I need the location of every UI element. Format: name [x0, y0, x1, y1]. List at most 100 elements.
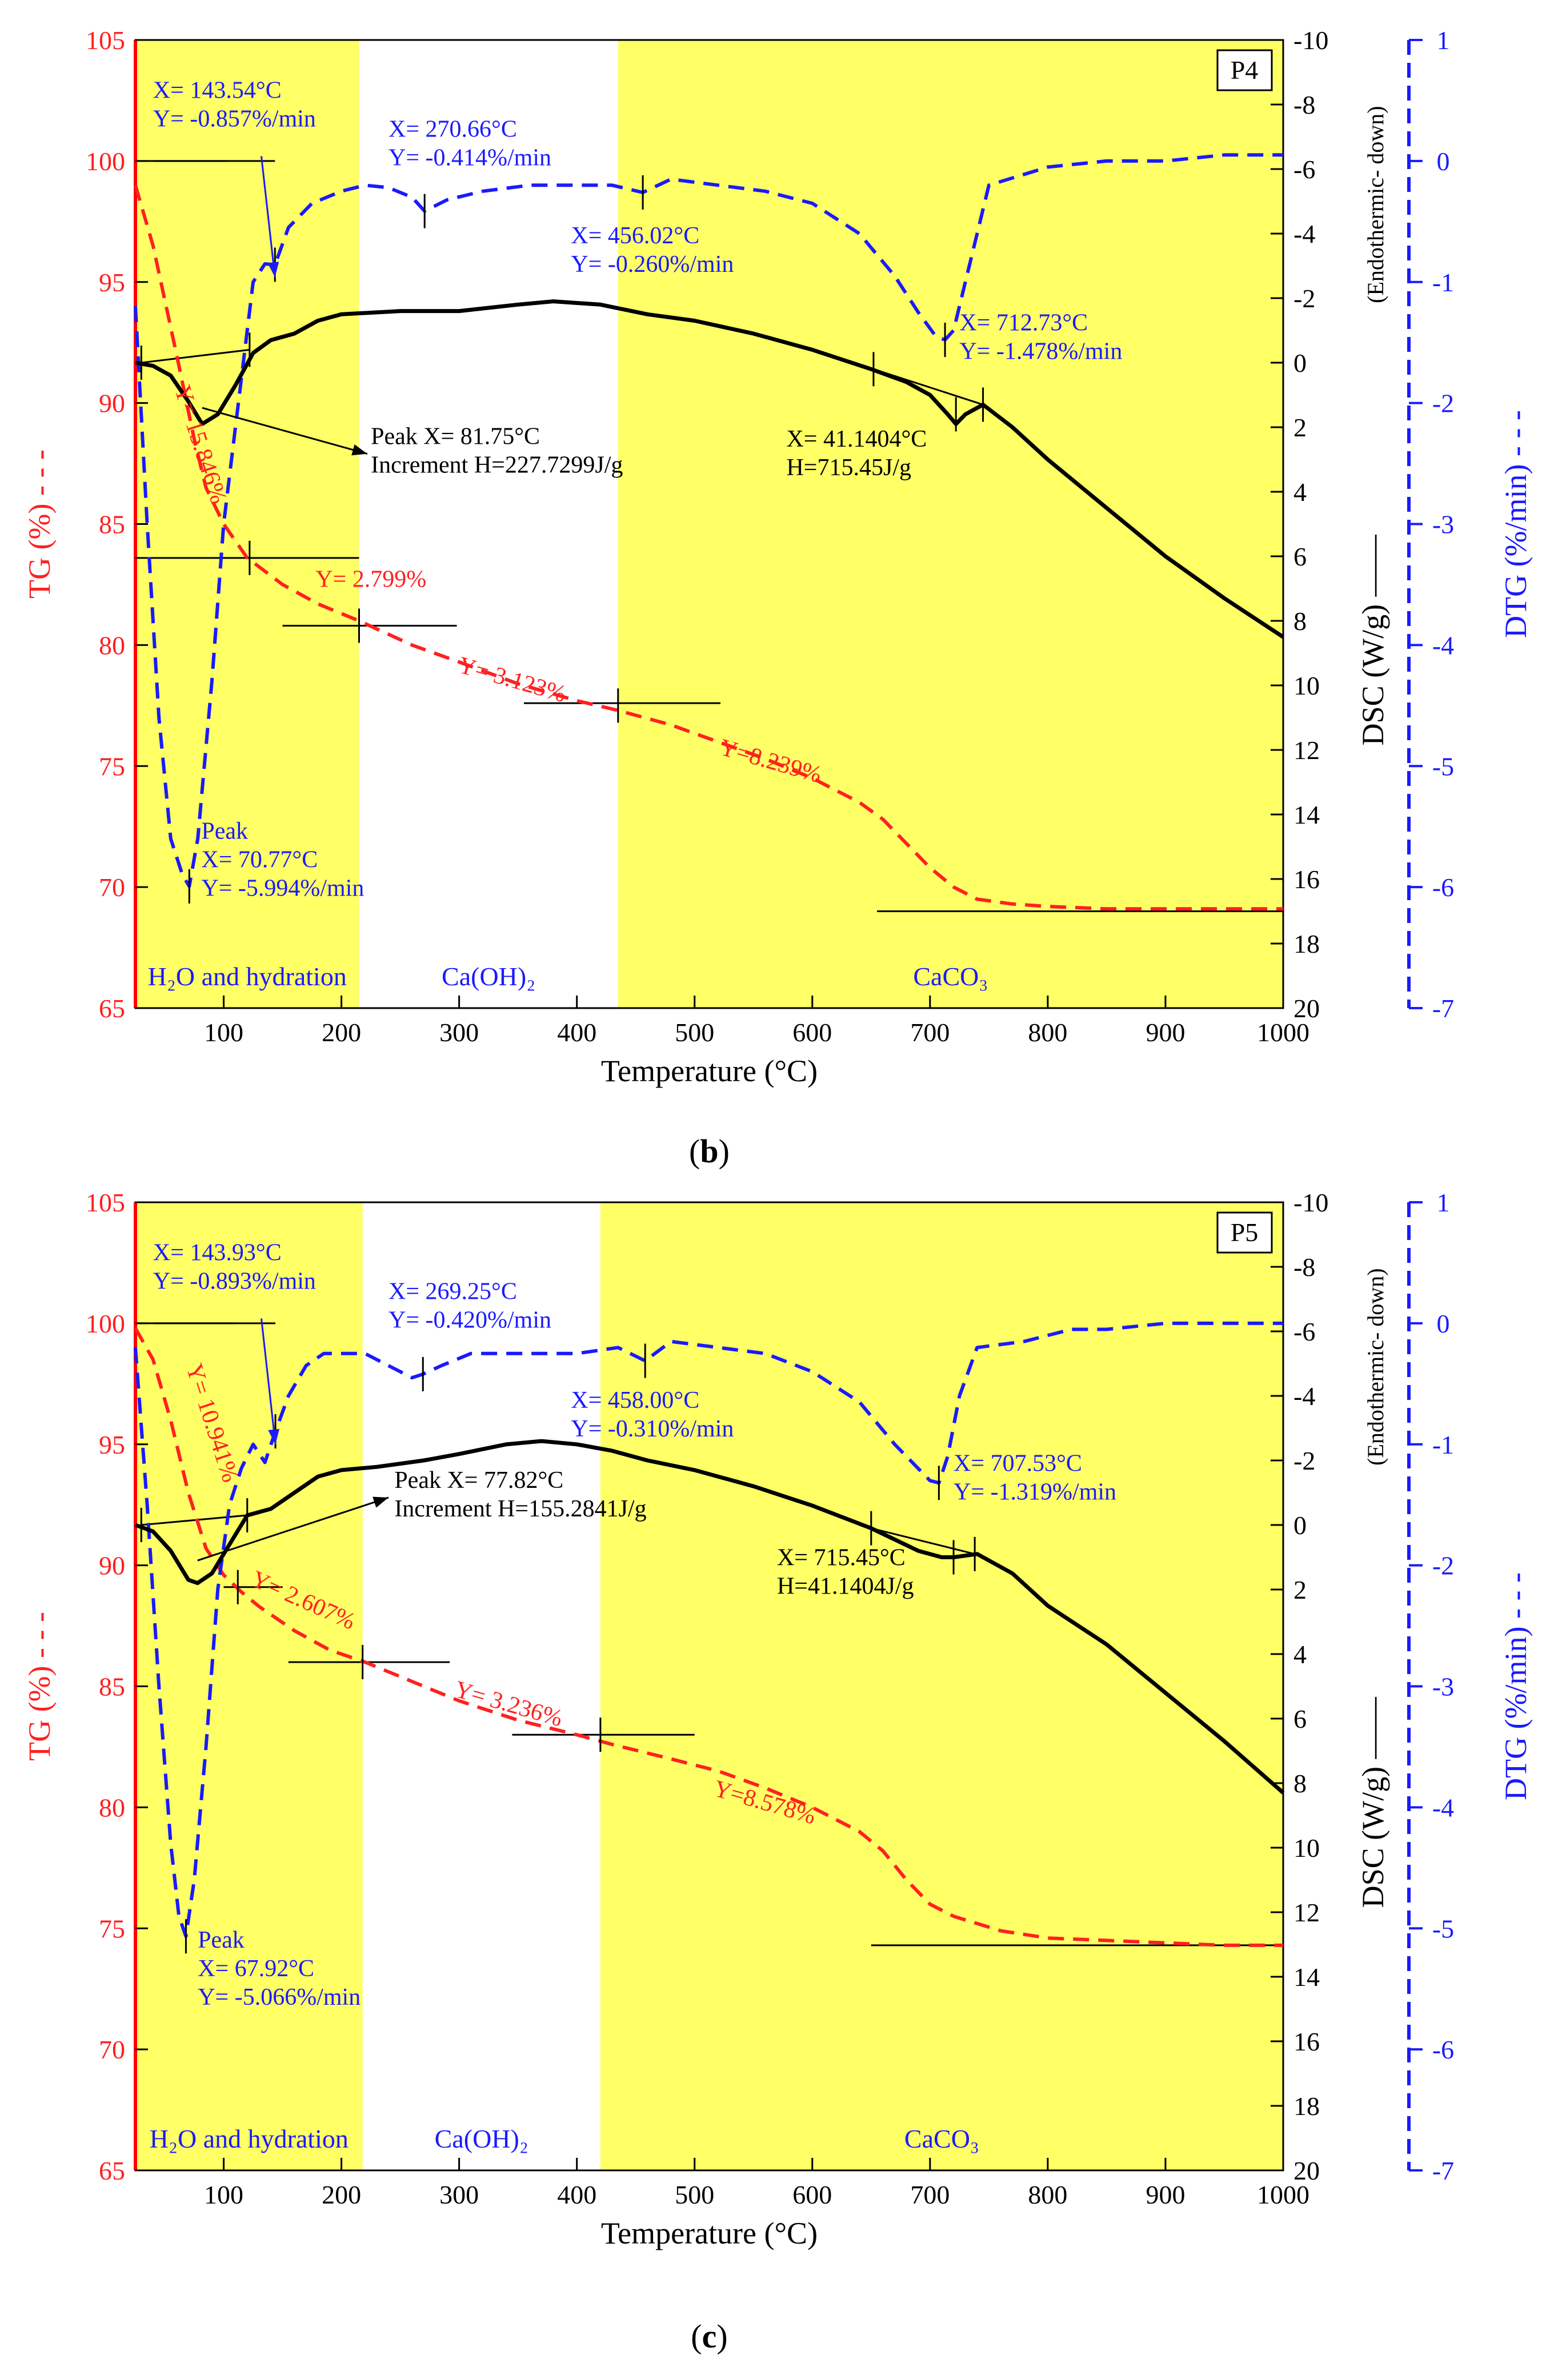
- annotation-9: Y= 3.236%: [452, 1676, 566, 1732]
- annotation-line: H=715.45J/g: [786, 455, 911, 481]
- annotation-line: X= 269.25°C: [388, 1279, 517, 1305]
- annotation-line: H=41.1404J/g: [777, 1574, 914, 1600]
- tg-tick-label: 75: [99, 752, 125, 781]
- dtg-tick-label: -2: [1432, 389, 1454, 418]
- annotation-line: Peak X= 81.75°C: [371, 424, 540, 450]
- annotation-line: Y= -0.857%/min: [153, 106, 316, 133]
- tg-axis-label: TG (%) - - -: [22, 449, 57, 599]
- dsc-tick-label: -4: [1293, 219, 1315, 248]
- tg-tick-label: 65: [99, 2156, 125, 2185]
- annotation-6: X= 41.1404°C H=715.45J/g: [786, 426, 927, 481]
- x-tick-label: 900: [1146, 1018, 1185, 1047]
- annotation-4: Peak X= 70.77°C Y= -5.994%/min: [201, 818, 364, 901]
- annotation-line: Y= -5.994%/min: [201, 875, 364, 901]
- region-label-0: H₂O and hydration: [150, 2124, 349, 2153]
- caption-letter: b: [700, 1133, 718, 1170]
- annotation-line: Increment H=227.7299J/g: [371, 452, 623, 479]
- dtg-tick-label: -3: [1432, 1672, 1454, 1701]
- region-label-2: CaCO₃: [913, 962, 988, 991]
- tg-tick-label: 100: [86, 147, 125, 176]
- annotation-arrowhead: [351, 444, 367, 456]
- dtg-tick-label: -7: [1432, 2156, 1454, 2185]
- x-tick-label: 800: [1028, 1018, 1067, 1047]
- region-label-1: Ca(OH)₂: [435, 2124, 528, 2153]
- sample-label-box: [1216, 1211, 1273, 1254]
- dsc-tick-label: 0: [1293, 348, 1307, 378]
- dsc-tick-label: 2: [1293, 1575, 1307, 1604]
- annotation-line: Y= -0.893%/min: [153, 1269, 316, 1295]
- tg-tick-label: 80: [99, 631, 125, 660]
- annotation-line: Y= 2.799%: [315, 567, 426, 593]
- x-tick-label: 700: [910, 1018, 950, 1047]
- dsc-tick-label: 4: [1293, 1640, 1307, 1669]
- annotation-8: Y= 2.799%: [315, 567, 426, 593]
- sample-label-box: [1216, 49, 1273, 91]
- x-tick-label: 600: [792, 2180, 832, 2209]
- x-tick-label: 300: [439, 1018, 479, 1047]
- dsc-tick-label: -8: [1293, 90, 1315, 119]
- dtg-tick-label: -1: [1432, 1430, 1454, 1459]
- annotation-2: X= 456.02°C Y= -0.260%/min: [571, 223, 734, 278]
- guide-line: [871, 1527, 975, 1555]
- tg-axis-label: TG (%) - - -: [22, 1612, 57, 1761]
- caption-letter: c: [702, 2318, 717, 2355]
- series-dsc: [135, 299, 1284, 639]
- annotation-2: X= 458.00°C Y= -0.310%/min: [571, 1387, 734, 1442]
- region-shade-2: [618, 40, 1283, 1008]
- annotation-line: X= 707.53°C: [954, 1450, 1082, 1476]
- x-tick-label: 1000: [1257, 2180, 1309, 2209]
- dsc-tick-label: 8: [1293, 1769, 1307, 1798]
- x-tick-label: 400: [557, 1018, 596, 1047]
- tg-tick-label: 95: [99, 1430, 125, 1459]
- dtg-tick-label: -6: [1432, 2035, 1454, 2064]
- tg-tick-label: 90: [99, 389, 125, 418]
- annotation-arrow: [260, 156, 276, 278]
- annotation-arrow: [197, 1496, 389, 1562]
- x-axis-label: Temperature (°C): [601, 2216, 818, 2250]
- region-shade-2: [600, 1202, 1283, 2170]
- annotation-3: X= 712.73°C Y= -1.478%/min: [959, 310, 1122, 365]
- annotation-line: Y= -0.420%/min: [388, 1307, 551, 1334]
- annotation-line: Y= -5.066%/min: [198, 1984, 361, 2010]
- dtg-tick-label: -3: [1432, 510, 1454, 539]
- annotation-line: X= 143.93°C: [153, 1240, 282, 1266]
- dsc-tick-label: -10: [1293, 26, 1328, 55]
- tg-tick-label: 105: [86, 1188, 125, 1217]
- series-tg: [134, 1327, 1283, 1947]
- dsc-tick-label: 18: [1293, 2092, 1320, 2121]
- dsc-tick-label: 2: [1293, 413, 1307, 442]
- annotation-arrowhead: [268, 1428, 280, 1444]
- tg-tick-label: 95: [99, 268, 125, 297]
- annotation-line: Y= -0.260%/min: [571, 251, 734, 278]
- series-tg: [134, 184, 1283, 911]
- dsc-tick-label: 12: [1293, 736, 1320, 765]
- annotation-line: Peak: [198, 1927, 245, 1953]
- dsc-tick-label: -2: [1293, 1446, 1315, 1475]
- dsc-axis-label: DSC (W/g) ——: [1356, 534, 1390, 745]
- dtg-axis-label: DTG (%/min) - - -: [1499, 410, 1533, 638]
- dtg-tick-label: 0: [1437, 1309, 1450, 1338]
- region-label-2: CaCO₃: [904, 2124, 979, 2153]
- tg-tick-label: 70: [99, 2035, 125, 2064]
- annotation-line: Y= -0.310%/min: [571, 1416, 734, 1442]
- caption-paren: (: [691, 2318, 702, 2355]
- series-dtg: [134, 153, 1283, 888]
- region-shade-0: [135, 1202, 363, 2170]
- caption-paren: ): [716, 2318, 727, 2355]
- dsc-tick-label: 16: [1293, 865, 1320, 894]
- dsc-tick-label: 14: [1293, 1962, 1320, 1992]
- region-label-1: Ca(OH)₂: [442, 962, 535, 991]
- annotation-line: Y= 3.123%: [455, 652, 569, 708]
- annotation-line: X= 456.02°C: [571, 223, 699, 249]
- annotation-9: Y= 3.123%: [455, 652, 569, 708]
- dsc-tick-label: 20: [1293, 2156, 1320, 2185]
- dsc-tick-label: -2: [1293, 284, 1315, 313]
- sample-label: P5: [1231, 1218, 1259, 1247]
- annotation-line: Y= -1.478%/min: [959, 339, 1122, 365]
- dsc-tick-label: 6: [1293, 542, 1307, 571]
- x-tick-label: 1000: [1257, 1018, 1309, 1047]
- dtg-tick-label: -5: [1432, 1914, 1454, 1943]
- dsc-axis-label: DSC (W/g) ——: [1356, 1696, 1390, 1908]
- dsc-axis-note: (Endothermic- down): [1363, 106, 1388, 303]
- dsc-tick-label: 10: [1293, 671, 1320, 700]
